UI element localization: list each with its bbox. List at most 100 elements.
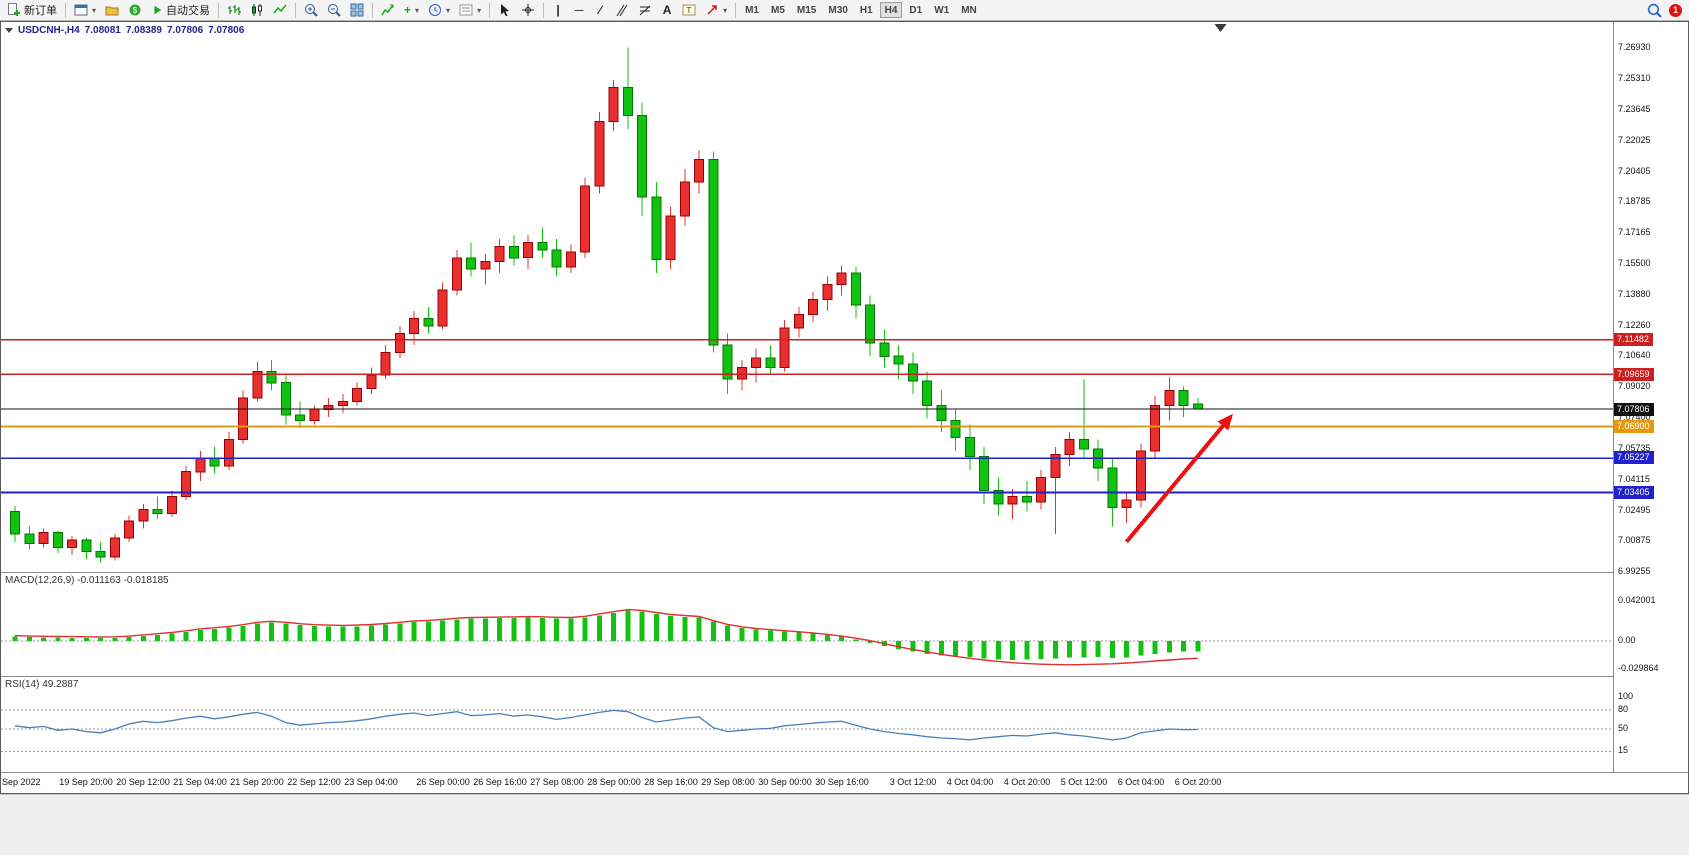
time-axis-label: 23 Sep 04:00 xyxy=(344,777,398,787)
text-button[interactable]: A xyxy=(657,1,677,19)
timeframe-M5-button[interactable]: M5 xyxy=(766,2,790,18)
time-axis-label: 4 Oct 04:00 xyxy=(946,777,994,787)
indicators-button[interactable] xyxy=(377,1,399,19)
time-axis-label: 28 Sep 16:00 xyxy=(644,777,698,787)
crosshair-button[interactable] xyxy=(517,1,539,19)
close-value: 7.07806 xyxy=(208,25,245,36)
candlestick-chart[interactable] xyxy=(1,22,1613,572)
toolbar-separator xyxy=(372,2,374,18)
new-order-button[interactable]: 新订单 xyxy=(3,1,61,19)
macd-panel[interactable]: MACD(12,26,9) -0.011163 -0.018185 xyxy=(1,572,1613,676)
tile-windows-icon xyxy=(350,3,364,17)
timeframe-H1-button[interactable]: H1 xyxy=(855,2,878,18)
cursor-icon xyxy=(501,4,510,17)
timeframe-M15-button[interactable]: M15 xyxy=(792,2,821,18)
fibonacci-icon xyxy=(639,5,651,16)
price-axis[interactable]: 7.26930 7.25310 7.23645 7.22025 7.20405 7.187… xyxy=(1613,22,1688,772)
open-value: 7.08081 xyxy=(84,25,121,36)
toolbar-separator xyxy=(295,2,297,18)
search-button[interactable] xyxy=(1643,1,1666,19)
toolbar-separator xyxy=(735,2,737,18)
macd-axis-tick: 0.00 xyxy=(1618,635,1636,645)
zoom-in-button[interactable] xyxy=(300,1,322,19)
trendline-icon: ∕ xyxy=(599,3,602,17)
rsi-axis-tick: 80 xyxy=(1618,704,1629,714)
chart-shift-marker[interactable] xyxy=(1214,24,1227,32)
rsi-chart[interactable] xyxy=(1,677,1613,772)
timeframe-H4-button[interactable]: H4 xyxy=(879,2,903,18)
trendline-button[interactable]: ∕ xyxy=(590,1,610,19)
add-indicator-button[interactable]: + ▾ xyxy=(400,1,423,19)
cursor-button[interactable] xyxy=(494,1,516,19)
price-tick: 7.07400 xyxy=(1618,412,1651,422)
period-button[interactable]: ▾ xyxy=(424,1,454,19)
search-icon xyxy=(1647,3,1662,18)
horizontal-line-icon: ─ xyxy=(574,3,584,17)
toolbar-separator xyxy=(489,2,491,18)
crosshair-icon xyxy=(522,4,535,16)
chevron-down-icon: ▾ xyxy=(446,5,451,15)
time-axis-label: 27 Sep 08:00 xyxy=(530,777,584,787)
time-axis-label: 6 Oct 04:00 xyxy=(1117,777,1165,787)
timeframe-D1-button[interactable]: D1 xyxy=(904,2,927,18)
macd-axis-tick: 0.042001 xyxy=(1618,595,1656,605)
templates-button[interactable]: ▾ xyxy=(455,1,485,19)
timeframe-W1-button[interactable]: W1 xyxy=(929,2,954,18)
vertical-line-button[interactable]: | xyxy=(548,1,568,19)
price-level-badge: 7.06900 xyxy=(1614,420,1654,433)
low-value: 7.07806 xyxy=(166,25,204,36)
timeframe-M30-button[interactable]: M30 xyxy=(823,2,852,18)
text-label-button[interactable]: T xyxy=(678,1,700,19)
svg-text:T: T xyxy=(687,6,692,15)
profiles-button[interactable] xyxy=(101,1,123,19)
rsi-name: RSI(14) xyxy=(5,679,40,690)
trend-arrow[interactable] xyxy=(1124,413,1234,544)
price-chart-pane[interactable]: USDCNH-,H4 7.08081 7.08389 7.07806 7.078… xyxy=(1,22,1613,572)
template-icon xyxy=(459,4,473,16)
price-tick: 7.18785 xyxy=(1618,196,1651,206)
arrows-tool-button[interactable]: ▾ xyxy=(701,1,731,19)
time-axis-label: 30 Sep 16:00 xyxy=(815,777,869,787)
indicators-icon xyxy=(381,4,394,16)
candlestick-chart-button[interactable] xyxy=(246,1,268,19)
rsi-level-lines xyxy=(1,709,1613,752)
market-watch-button[interactable]: $ xyxy=(124,1,146,19)
time-axis-label: 21 Sep 04:00 xyxy=(173,777,227,787)
price-tick: 7.13880 xyxy=(1618,289,1651,299)
horizontal-line-button[interactable]: ─ xyxy=(569,1,589,19)
timeframe-MN-button[interactable]: MN xyxy=(956,2,982,18)
chart-ohlc-header: USDCNH-,H4 7.08081 7.08389 7.07806 7.078… xyxy=(5,25,244,36)
time-axis-label: 28 Sep 00:00 xyxy=(587,777,641,787)
bar-chart-button[interactable] xyxy=(223,1,245,19)
vertical-line-icon: | xyxy=(556,3,560,17)
zoom-out-button[interactable] xyxy=(323,1,345,19)
macd-values: -0.011163 -0.018185 xyxy=(77,575,169,586)
symbol-dropdown-icon[interactable] xyxy=(5,28,13,33)
rsi-panel[interactable]: RSI(14) 49.2887 xyxy=(1,676,1613,772)
text-icon: A xyxy=(662,3,672,17)
price-tick: 7.10640 xyxy=(1618,350,1651,360)
price-tick: 7.04115 xyxy=(1618,474,1650,484)
tile-windows-button[interactable] xyxy=(346,1,368,19)
price-level-badge: 7.11482 xyxy=(1614,333,1653,346)
time-axis-label: 26 Sep 16:00 xyxy=(473,777,527,787)
price-tick: 7.17165 xyxy=(1618,227,1651,237)
time-axis-label: 3 Oct 12:00 xyxy=(889,777,937,787)
channel-button[interactable] xyxy=(611,1,633,19)
macd-axis-tick: -0.029864 xyxy=(1618,663,1659,673)
timeframe-M1-button[interactable]: M1 xyxy=(740,2,764,18)
time-axis-label: 19 Sep 2022 xyxy=(0,777,41,787)
new-chart-button[interactable]: ▾ xyxy=(70,1,100,19)
macd-chart[interactable] xyxy=(1,573,1613,676)
text-label-icon: T xyxy=(682,4,696,16)
line-chart-button[interactable] xyxy=(269,1,291,19)
autotrade-button[interactable]: 自动交易 xyxy=(147,1,214,19)
market-watch-icon: $ xyxy=(129,4,141,16)
autotrade-play-icon xyxy=(154,5,162,15)
price-tick: 7.20405 xyxy=(1618,166,1651,176)
notification-badge[interactable]: 1 xyxy=(1669,3,1682,17)
fibonacci-button[interactable] xyxy=(634,1,656,19)
price-level-badge: 7.09659 xyxy=(1614,368,1654,381)
